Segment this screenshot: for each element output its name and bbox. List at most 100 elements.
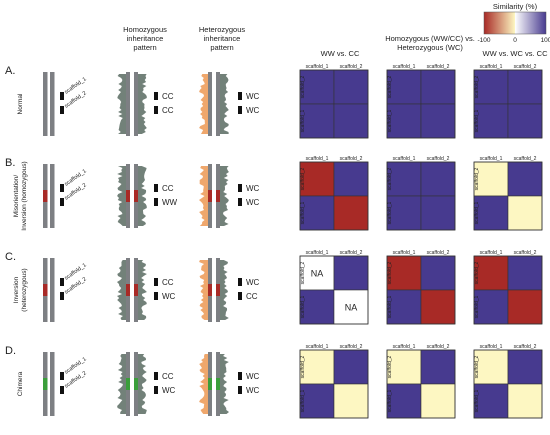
matrix-col-label: scaffold_1 [306,250,329,256]
matrix-cell [420,195,456,231]
strand-state-label: WC [246,106,260,115]
matrix-row-label: scaffold_1 [300,295,306,318]
state-marker [238,198,242,206]
strand-state-label: CC [162,184,174,193]
event-segment [134,190,138,202]
read-coverage-left [199,74,208,134]
state-marker [238,278,242,286]
matrix-cell [473,161,509,197]
matrix-frame [473,255,543,325]
read-coverage-left [117,354,126,414]
header-heterozygous: pattern [210,43,233,52]
matrix-cell [420,255,456,291]
header-homozygous: pattern [133,43,156,52]
read-coverage-left [199,260,208,320]
matrix-cell [420,383,456,419]
matrix-cell [473,103,509,139]
strand-bar [126,72,130,136]
matrix-frame [299,255,369,325]
matrix-cell [507,69,543,105]
matrix-cell [507,383,543,419]
matrix-col-label: scaffold_2 [514,156,537,162]
legend-colorbar [483,11,547,35]
matrix-cell-text: NA [311,269,324,279]
matrix-col-label: scaffold_2 [427,156,450,162]
strand-state-label: WC [246,278,260,287]
state-marker [154,92,158,100]
event-segment [208,190,212,202]
matrix-cell [420,349,456,385]
matrix-row-label: scaffold_2 [474,167,480,190]
chromosome-bar [50,352,55,416]
row-label: Misorientation/ [13,175,20,217]
scaffold-marker [60,278,64,286]
state-marker [154,386,158,394]
state-marker [238,92,242,100]
event-segment [208,378,212,390]
header-ww-cc: WW vs. CC [321,49,360,58]
scaffold-marker [60,372,64,380]
matrix-cell [333,349,369,385]
matrix-row-label: scaffold_1 [387,389,393,412]
chromosome-bar [50,258,55,322]
strand-state-label: CC [162,278,174,287]
matrix-cell [386,349,422,385]
matrix-row-label: scaffold_1 [387,109,393,132]
matrix-row-label: scaffold_1 [300,109,306,132]
read-coverage-left [117,74,126,134]
matrix-row-label: scaffold_2 [300,355,306,378]
matrix-frame [386,69,456,139]
strand-state-label: CC [162,106,174,115]
matrix-cell [420,103,456,139]
matrix-cell-text: NA [345,303,358,313]
header-homozygous: Homozygous [123,25,167,34]
matrix-frame [299,161,369,231]
matrix-col-label: scaffold_2 [340,156,363,162]
matrix-row-label: scaffold_2 [387,167,393,190]
matrix-cell [420,161,456,197]
legend-title: Similarity (%) [493,2,538,11]
state-marker [154,106,158,114]
matrix-cell [333,383,369,419]
legend-tick: 0 [513,37,517,44]
header-hom-het: Heterozygous (WC) [397,43,463,52]
row-label: Chimera [17,371,24,396]
matrix-cell [473,255,509,291]
state-marker [154,184,158,192]
matrix-cell [507,289,543,325]
matrix-frame [473,349,543,419]
strand-state-label: CC [162,372,174,381]
scaffold-marker [60,184,64,192]
matrix-cell [473,349,509,385]
matrix-col-label: scaffold_1 [393,250,416,256]
matrix-row-label: scaffold_1 [474,389,480,412]
read-coverage-right [138,260,147,320]
strand-bar [134,72,138,136]
matrix-cell [420,69,456,105]
matrix-cell [507,255,543,291]
event-segment [208,284,212,296]
matrix-cell [299,383,335,419]
row-label: Normal [17,93,24,115]
matrix-frame [473,161,543,231]
strand-state-label: WC [246,386,260,395]
read-coverage-right [220,260,229,320]
legend-tick: -100 [477,37,490,44]
strand-state-label: WC [246,198,260,207]
state-marker [154,292,158,300]
matrix-row-label: scaffold_2 [474,75,480,98]
matrix-row-label: scaffold_1 [387,201,393,224]
event-segment [216,284,220,296]
state-marker [154,278,158,286]
matrix-row-label: scaffold_1 [387,295,393,318]
